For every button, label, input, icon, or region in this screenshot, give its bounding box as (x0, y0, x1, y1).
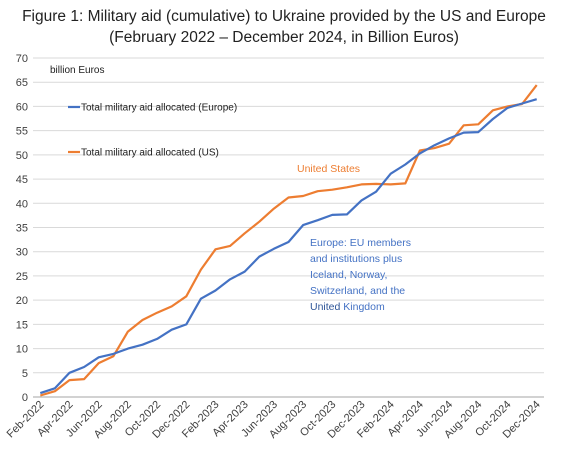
series-line (39, 98, 538, 395)
gridlines (33, 57, 544, 398)
europe-annotation-segment: Iceland, Norway, (310, 269, 387, 281)
legend-label: Total military aid allocated (US) (81, 148, 219, 159)
us-annotation: United States (297, 163, 360, 175)
title-block: Figure 1: Military aid (cumulative) to U… (0, 6, 568, 48)
legend: Total military aid allocated (Europe) Tot… (68, 103, 237, 159)
y-tick-label: 20 (16, 295, 28, 307)
europe-annotation-segment: and institutions plus (310, 253, 402, 265)
y-tick-label: 50 (16, 150, 28, 162)
europe-annotation-line: United Kingdom (310, 301, 385, 313)
europe-annotation-line: Europe: EU members (310, 237, 411, 249)
y-tick-label: 35 (16, 223, 28, 235)
x-axis-ticks: Feb-2022Apr-2022Jun-2022Aug-2022Oct-2022… (5, 399, 543, 441)
y-tick-label: 45 (16, 174, 28, 186)
y-tick-label: 70 (16, 53, 28, 65)
y-tick-label: 5 (22, 368, 28, 380)
y-tick-label: 0 (22, 392, 28, 404)
y-axis-ticks: 0 5 10 15 20 25 30 35 40 45 50 55 60 65 70 (16, 53, 28, 404)
europe-annotation-line: Switzerland, and the (310, 285, 405, 297)
y-tick-label: 10 (16, 344, 28, 356)
y-tick-label: 60 (16, 101, 28, 113)
chart-subtitle: (February 2022 – December 2024, in Billi… (109, 29, 459, 46)
y-tick-label: 15 (16, 319, 28, 331)
y-tick-label: 25 (16, 271, 28, 283)
europe-annotation-segment: Europe: EU members (310, 237, 411, 249)
chart-title: Figure 1: Military aid (cumulative) to U… (22, 8, 546, 25)
y-tick-label: 55 (16, 126, 28, 138)
y-tick-label: 65 (16, 77, 28, 89)
europe-annotation-segment: United (310, 301, 341, 313)
y-tick-label: 40 (16, 198, 28, 210)
europe-annotation-segment: Kingdom (340, 301, 385, 313)
y-tick-label: 30 (16, 247, 28, 259)
europe-annotation-segment: Switzerland, and the (310, 285, 405, 297)
europe-annotation-line: Iceland, Norway, (310, 269, 387, 281)
series-lines (39, 84, 538, 397)
y-unit-label: billion Euros (50, 65, 104, 76)
legend-label: Total military aid allocated (Europe) (81, 103, 237, 114)
europe-annotation-line: and institutions plus (310, 253, 402, 265)
annotations: United States Europe: EU members and insti… (297, 163, 411, 313)
